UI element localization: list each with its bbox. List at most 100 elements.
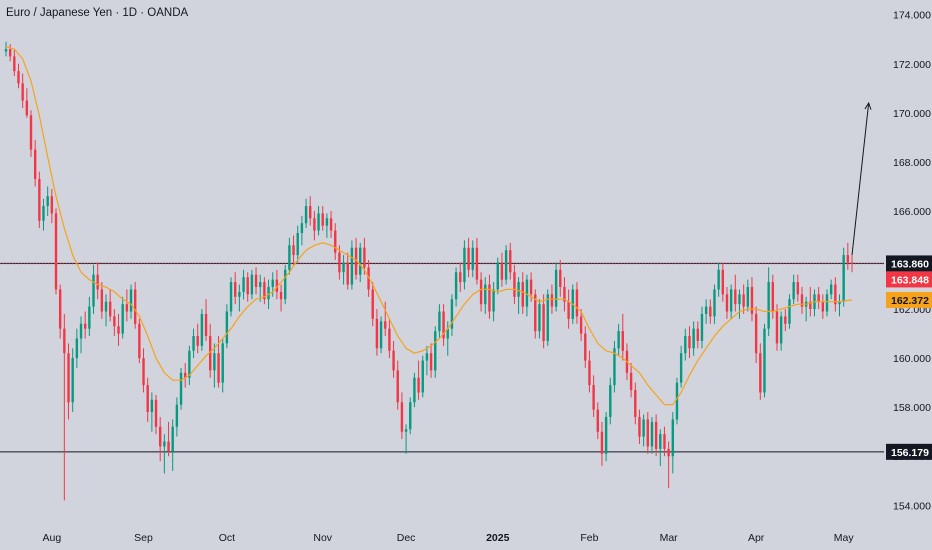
candle bbox=[542, 294, 545, 349]
candle-body bbox=[800, 294, 804, 307]
candle bbox=[96, 262, 99, 300]
candle-body bbox=[688, 336, 691, 349]
candle bbox=[175, 397, 179, 437]
candle bbox=[350, 240, 354, 290]
candle-body bbox=[496, 262, 499, 290]
candle-body bbox=[329, 218, 333, 231]
candle bbox=[192, 328, 195, 359]
candle bbox=[379, 316, 383, 354]
candle bbox=[659, 429, 662, 467]
candle-body bbox=[696, 328, 700, 341]
candle bbox=[342, 255, 345, 285]
candle-body bbox=[838, 301, 841, 305]
candle bbox=[8, 44, 12, 62]
candle-body bbox=[354, 247, 358, 275]
candle bbox=[534, 289, 537, 339]
trend-arrow-line[interactable] bbox=[851, 102, 870, 256]
candle bbox=[421, 355, 424, 398]
candle-body bbox=[796, 282, 800, 295]
candle-body bbox=[108, 301, 112, 317]
candle-body bbox=[213, 353, 216, 371]
candle-body bbox=[117, 326, 120, 334]
candle bbox=[804, 296, 808, 322]
candle bbox=[717, 262, 720, 297]
candle-body bbox=[142, 358, 145, 386]
candle bbox=[763, 323, 766, 398]
candle-body bbox=[734, 289, 737, 305]
candle bbox=[692, 321, 695, 356]
candle bbox=[204, 299, 208, 341]
candle bbox=[813, 289, 816, 317]
candle-body bbox=[267, 286, 270, 300]
candle bbox=[792, 274, 795, 305]
candle bbox=[404, 424, 408, 454]
candle-body bbox=[125, 304, 129, 312]
candle-body bbox=[575, 289, 579, 317]
candle-body bbox=[746, 286, 750, 307]
candle-body bbox=[704, 306, 708, 314]
last-price-badge[interactable]: 163.848 bbox=[886, 271, 932, 288]
candle-body bbox=[404, 429, 408, 432]
candle bbox=[138, 318, 141, 364]
x-tick-label: Apr bbox=[748, 532, 765, 544]
candle-body bbox=[842, 255, 845, 302]
candle bbox=[413, 372, 416, 408]
candle-body bbox=[88, 306, 91, 329]
candle bbox=[184, 363, 187, 388]
x-tick-label: Mar bbox=[660, 532, 679, 544]
candle-body bbox=[46, 196, 49, 207]
candle bbox=[125, 289, 129, 322]
candle-body bbox=[384, 321, 387, 329]
candle bbox=[621, 313, 624, 361]
candle bbox=[467, 237, 470, 278]
candle bbox=[259, 274, 262, 302]
ma-price-badge[interactable]: 162.372 bbox=[886, 291, 932, 308]
candle bbox=[417, 360, 420, 400]
candle bbox=[525, 274, 529, 317]
candle bbox=[538, 299, 541, 339]
candle bbox=[575, 282, 579, 324]
candle-body bbox=[184, 372, 187, 378]
candle bbox=[696, 321, 700, 349]
candle-body bbox=[263, 282, 266, 300]
candle bbox=[709, 299, 712, 324]
candle bbox=[609, 377, 612, 425]
candle bbox=[684, 328, 687, 361]
candle bbox=[158, 416, 162, 462]
support-price-badge[interactable]: 156.179 bbox=[886, 443, 932, 460]
candle-body bbox=[767, 282, 770, 329]
candle bbox=[767, 267, 770, 337]
candle bbox=[471, 240, 474, 278]
candle bbox=[329, 210, 333, 238]
candle bbox=[334, 223, 337, 260]
candle-body bbox=[221, 343, 224, 383]
candle-body bbox=[196, 336, 199, 346]
candle-body bbox=[92, 274, 95, 307]
candle bbox=[133, 282, 137, 329]
candle bbox=[167, 421, 170, 457]
candle bbox=[213, 343, 216, 388]
candle bbox=[450, 294, 454, 337]
candle bbox=[829, 279, 833, 300]
candle-body bbox=[788, 299, 791, 324]
y-tick-label: 158.000 bbox=[893, 402, 931, 414]
candle bbox=[171, 419, 174, 471]
candle-body bbox=[396, 370, 399, 403]
candle bbox=[234, 272, 237, 305]
candle bbox=[67, 343, 70, 420]
candle-body bbox=[71, 358, 74, 403]
candle-body bbox=[63, 328, 66, 354]
candle bbox=[584, 326, 587, 368]
candle-body bbox=[342, 262, 345, 273]
resistance-price-badge[interactable]: 163.860 bbox=[886, 255, 932, 272]
candle bbox=[613, 340, 616, 393]
candle-body bbox=[421, 360, 424, 393]
candle-body bbox=[684, 336, 687, 354]
candle bbox=[800, 286, 804, 314]
candle-body bbox=[475, 247, 479, 280]
candle bbox=[188, 345, 191, 386]
candle bbox=[146, 377, 149, 422]
candle-body bbox=[692, 328, 695, 349]
